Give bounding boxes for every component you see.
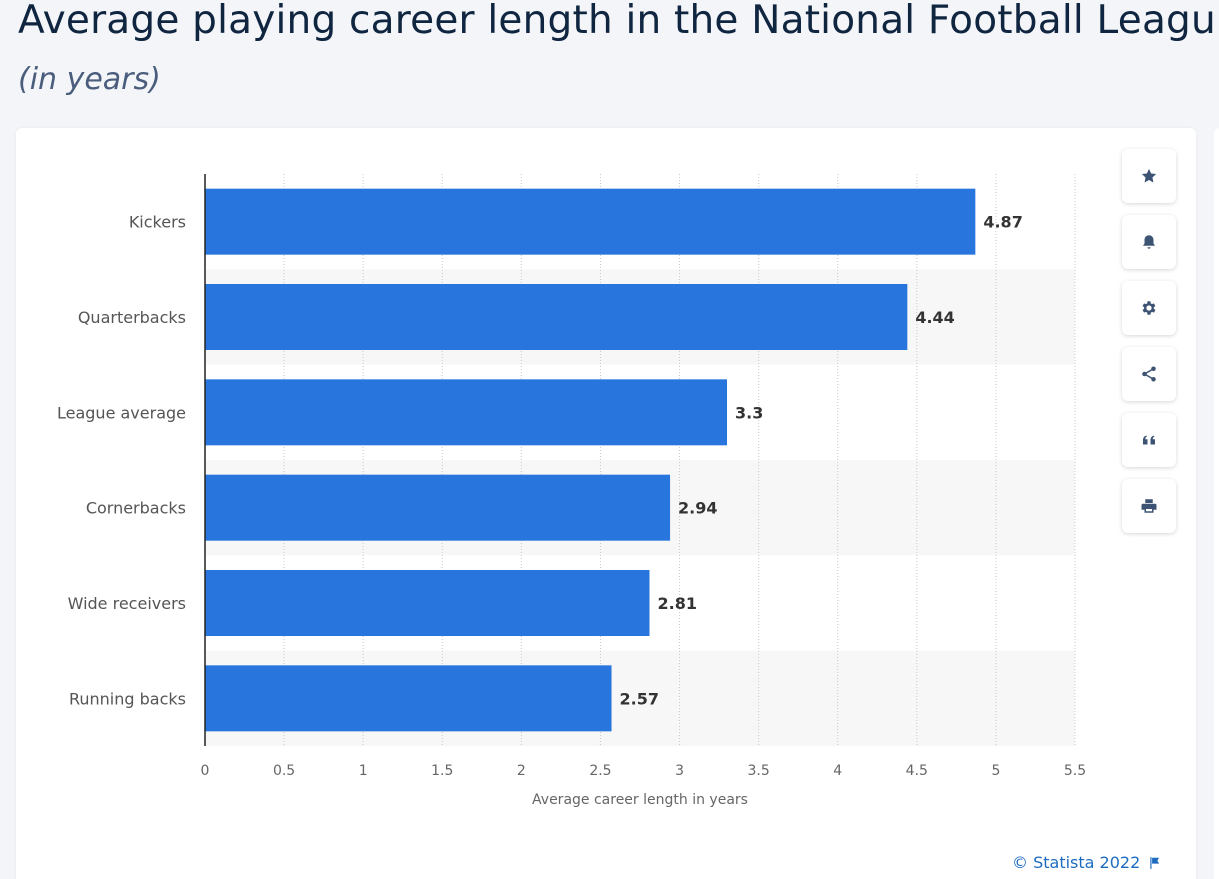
value-label: 4.87: [983, 213, 1022, 232]
bar-kickers: [205, 188, 976, 255]
value-label: 4.44: [915, 308, 954, 327]
copyright-text: © Statista 2022: [1012, 853, 1141, 872]
share-button[interactable]: [1122, 347, 1176, 401]
bar-quarterbacks: [205, 284, 908, 350]
value-label: 3.3: [735, 403, 763, 422]
notification-button[interactable]: [1122, 215, 1176, 269]
category-label: Running backs: [69, 689, 186, 708]
x-tick-label: 0: [201, 763, 210, 779]
x-tick-label: 2.5: [589, 763, 611, 779]
category-label: League average: [57, 403, 186, 422]
print-icon: [1141, 499, 1157, 513]
value-label: 2.81: [657, 594, 696, 613]
gear-icon: [1142, 301, 1156, 315]
bar-cornerbacks: [205, 474, 671, 541]
category-label: Wide receivers: [68, 594, 186, 613]
cite-button[interactable]: [1122, 413, 1176, 467]
bar-league-average: [205, 379, 727, 446]
quote-icon: [1143, 435, 1155, 445]
value-label: 2.94: [678, 499, 717, 518]
side-panel: [1214, 128, 1219, 879]
page-subtitle: (in years): [18, 62, 161, 97]
star-icon: [1141, 168, 1157, 183]
settings-button[interactable]: [1122, 281, 1176, 335]
x-tick-label: 4.5: [906, 763, 928, 779]
x-tick-label: 3.5: [748, 763, 770, 779]
page-title: Average playing career length in the Nat…: [18, 0, 1218, 43]
x-tick-label: 5.5: [1064, 763, 1086, 779]
category-label: Kickers: [129, 213, 186, 232]
chart-toolbar: [1122, 149, 1176, 545]
value-label: 2.57: [620, 689, 659, 708]
category-label: Quarterbacks: [78, 308, 186, 327]
x-tick-label: 5: [991, 763, 1000, 779]
x-tick-label: 1: [359, 763, 368, 779]
category-label: Cornerbacks: [86, 499, 186, 518]
print-button[interactable]: [1122, 479, 1176, 533]
bar-running-backs: [205, 665, 612, 732]
x-tick-label: 3: [675, 763, 684, 779]
bar-wide-receivers: [205, 570, 650, 636]
x-tick-label: 1.5: [431, 763, 453, 779]
share-icon: [1142, 366, 1156, 382]
flag-icon: [1150, 856, 1160, 869]
x-tick-label: 2: [517, 763, 526, 779]
copyright-link[interactable]: © Statista 2022: [1012, 853, 1162, 872]
x-tick-label: 4: [833, 763, 842, 779]
x-axis-title: Average career length in years: [532, 792, 748, 808]
x-tick-label: 0.5: [273, 763, 295, 779]
favorite-button[interactable]: [1122, 149, 1176, 203]
bell-icon: [1143, 235, 1155, 249]
